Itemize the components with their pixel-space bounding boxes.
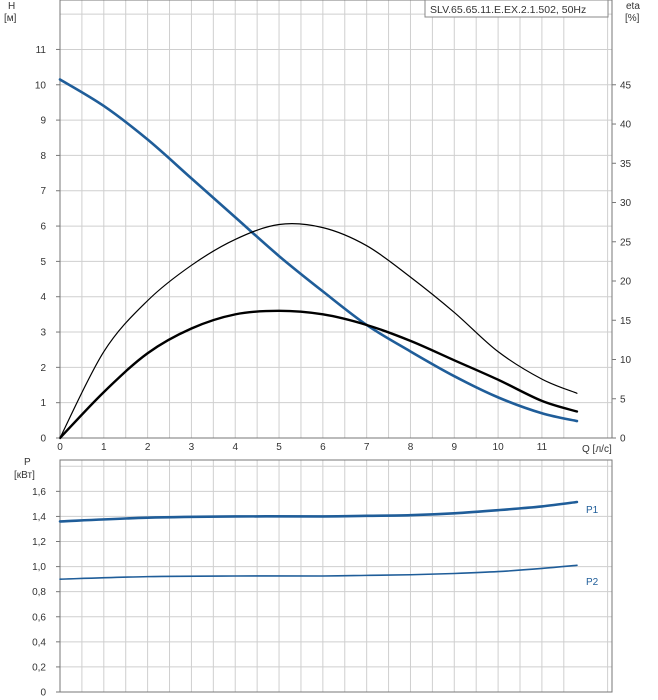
- p-tick-label: 0,8: [32, 587, 46, 598]
- y-tick-label: 3: [40, 328, 46, 339]
- x-tick-label: 10: [493, 442, 505, 453]
- y-tick-label: 7: [40, 186, 46, 197]
- y2-tick-label: 25: [620, 237, 632, 248]
- x-tick-label: 3: [189, 442, 195, 453]
- x-axis-label-q: Q [л/с]: [582, 444, 612, 455]
- y2-tick-label: 20: [620, 277, 632, 288]
- p-tick-label: 1,6: [32, 487, 46, 498]
- p-tick-label: 0: [40, 688, 46, 699]
- x-tick-label: 7: [364, 442, 370, 453]
- y-axis-unit-m: [м]: [4, 13, 17, 24]
- series-line-p1: [58, 500, 579, 523]
- y2-tick-label: 10: [620, 355, 632, 366]
- p-tick-label: 0,2: [32, 662, 46, 673]
- p-tick-label: 1,0: [32, 562, 46, 573]
- y-tick-label: 5: [40, 257, 46, 268]
- y2-axis-label-eta: eta: [626, 1, 640, 12]
- y-tick-label: 6: [40, 222, 46, 233]
- chart-title: SLV.65.65.11.E.EX.2.1.502, 50Hz: [430, 4, 586, 16]
- p-tick-label: 1,4: [32, 512, 46, 523]
- series-line-p2: [59, 564, 578, 580]
- x-tick-label: 8: [408, 442, 414, 453]
- bottom-chart-series: [58, 500, 579, 580]
- series-line-eta: [59, 223, 578, 439]
- y-tick-label: 0: [40, 434, 46, 445]
- x-tick-label: 6: [320, 442, 326, 453]
- top-chart-grid: [60, 0, 612, 438]
- y2-tick-label: 15: [620, 316, 632, 327]
- y-axis-label-h: H: [8, 1, 15, 12]
- x-tick-label: 1: [101, 442, 107, 453]
- top-chart-series: [58, 78, 579, 440]
- y2-tick-label: 30: [620, 198, 632, 209]
- x-tick-label: 9: [452, 442, 458, 453]
- title-box: [424, 0, 609, 18]
- series-line-head: [58, 78, 579, 423]
- x-tick-label: 5: [276, 442, 282, 453]
- y2-tick-label: 45: [620, 80, 632, 91]
- y2-tick-label: 35: [620, 159, 632, 170]
- y-tick-label: 1: [40, 398, 46, 409]
- y2-tick-label: 40: [620, 120, 632, 131]
- p-tick-label: 0,6: [32, 612, 46, 623]
- bottom-chart-frame: [59, 459, 613, 693]
- top-chart-ticks: 0 1 2 3 4 5 6 7 8 9 10 1101234567891011051015202530…: [35, 45, 632, 453]
- series-line-npsh: [58, 309, 579, 440]
- y-tick-label: 4: [40, 292, 46, 303]
- y2-axis-unit-percent: [%]: [625, 13, 640, 24]
- y2-tick-label: 0: [620, 434, 626, 445]
- bottom-chart-ticks: 0 0,2 0,4 0,6 0,8 1,0 1,2 1,4 1,6: [32, 487, 60, 699]
- y2-tick-label: 5: [620, 394, 626, 405]
- p-tick-label: 1,2: [32, 537, 46, 548]
- y-tick-label: 11: [36, 45, 47, 56]
- y-tick-label: 8: [40, 151, 46, 162]
- y-axis-label-p: P: [24, 457, 31, 468]
- x-tick-label: 11: [537, 442, 548, 453]
- x-tick-label: 0: [57, 442, 63, 453]
- y-tick-label: 10: [35, 80, 47, 91]
- x-tick-label: 2: [145, 442, 151, 453]
- x-tick-label: 4: [232, 442, 238, 453]
- legend-label-p2: P2: [586, 577, 599, 588]
- p-tick-label: 0,4: [32, 637, 46, 648]
- y-axis-unit-kw: [кВт]: [14, 470, 35, 481]
- y-tick-label: 2: [40, 363, 46, 374]
- y-tick-label: 9: [40, 116, 46, 127]
- top-chart-frame: [59, 0, 613, 439]
- legend-label-p1: P1: [586, 505, 599, 516]
